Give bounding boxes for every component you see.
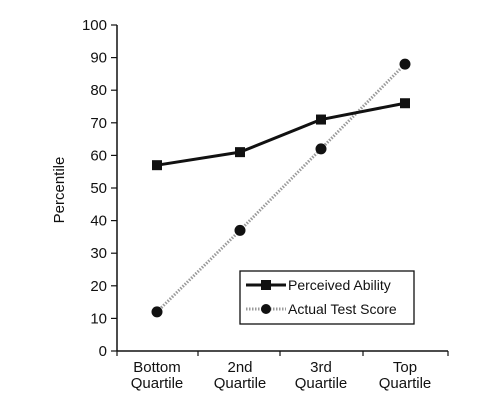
x-category-label-line: Quartile	[214, 375, 267, 392]
series-layer	[151, 58, 411, 318]
x-category-label-line: Top	[393, 359, 417, 376]
legend-entry-actual-test-score: Actual Test Score	[246, 301, 397, 317]
x-category-label: Bottom Quartile	[131, 359, 184, 392]
y-tick-label: 50	[90, 180, 107, 197]
y-tick-label: 80	[90, 82, 107, 99]
data-point-circle	[315, 143, 327, 155]
x-category-label: 3rd Quartile	[295, 359, 348, 392]
y-tick-label: 20	[90, 278, 107, 295]
y-tick-label: 0	[99, 343, 107, 360]
legend-label: Actual Test Score	[288, 301, 397, 317]
series-line	[155, 63, 407, 313]
x-category-label-line: Quartile	[379, 375, 432, 392]
data-point-circle	[399, 58, 411, 70]
legend: Perceived Ability Actual Test Score	[239, 270, 415, 325]
x-category-label: Top Quartile	[379, 359, 432, 392]
series-perceived-ability	[152, 98, 410, 171]
x-category-label-line: Bottom	[133, 359, 181, 376]
legend-entry-perceived-ability: Perceived Ability	[246, 277, 391, 293]
legend-box	[239, 270, 415, 325]
series-actual-test-score	[151, 58, 411, 318]
x-category-label-line: 3rd	[310, 359, 332, 376]
y-tick-label: 60	[90, 147, 107, 164]
data-point-square	[235, 147, 245, 158]
y-tick-label: 90	[90, 50, 107, 67]
legend-marker-circle	[261, 304, 271, 314]
y-tick-label: 10	[90, 310, 107, 327]
y-tick-label: 70	[90, 115, 107, 132]
data-point-square	[316, 114, 326, 125]
x-category-label-line: Quartile	[295, 375, 348, 392]
y-axis-label: Percentile	[51, 157, 68, 224]
data-point-circle	[234, 224, 246, 236]
data-point-circle	[151, 306, 163, 318]
x-category-label: 2nd Quartile	[214, 359, 267, 392]
y-tick-label: 40	[90, 213, 107, 230]
legend-label: Perceived Ability	[288, 277, 391, 293]
data-point-square	[400, 98, 410, 109]
series-line	[156, 101, 406, 167]
legend-marker-square	[261, 280, 271, 290]
x-category-label-line: 2nd	[227, 359, 252, 376]
y-tick-label: 100	[82, 17, 107, 34]
data-point-square	[152, 160, 162, 171]
y-ticks: 0 10 20 30 40 50 60 70 80 90 100	[82, 17, 117, 360]
y-tick-label: 30	[90, 245, 107, 262]
x-category-label-line: Quartile	[131, 375, 184, 392]
